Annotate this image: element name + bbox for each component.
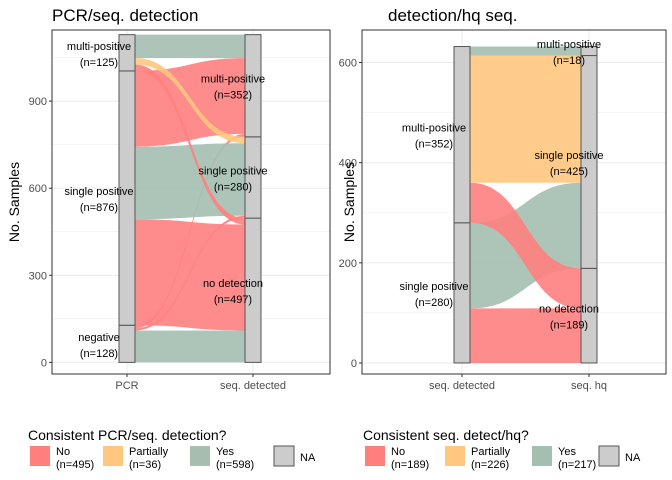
legend-swatch-yes	[190, 446, 210, 466]
legend-swatch-na	[598, 445, 620, 467]
y-tick-label: 0	[351, 358, 357, 370]
legend-count: (n=226)	[471, 459, 509, 471]
legend-swatch-yes	[532, 446, 552, 466]
flow-no	[470, 182, 581, 309]
y-axis-label: No. Samples	[341, 162, 357, 242]
legend-swatch-na	[273, 445, 295, 467]
flow-no	[470, 308, 581, 363]
flow-yes	[470, 46, 581, 56]
stratum-label: no detection	[203, 278, 263, 290]
stratum-label: multi-positive	[201, 74, 265, 86]
legend-label: Partially	[471, 446, 511, 458]
stratum-count: (n=128)	[80, 348, 118, 360]
stratum-count: (n=352)	[415, 139, 453, 151]
stratum-bar	[453, 46, 471, 224]
flow-partially	[470, 55, 581, 183]
legend-count: (n=495)	[56, 459, 94, 471]
stratum-label: single positive	[534, 150, 603, 162]
chart-title: detection/hq seq.	[388, 6, 517, 25]
panel-border	[51, 29, 331, 375]
flow-no	[135, 64, 245, 225]
stratum-count: (n=18)	[553, 55, 585, 67]
legend-label: NA	[300, 452, 316, 464]
flow-no	[135, 219, 245, 331]
legend-label: No	[391, 446, 405, 458]
stratum-label: multi-positive	[67, 41, 131, 53]
stratum-count: (n=876)	[80, 202, 118, 214]
legend-label: NA	[625, 452, 641, 464]
stratum-label: single positive	[198, 165, 267, 177]
legend-swatch-no	[365, 446, 385, 466]
legend-label: Yes	[558, 446, 576, 458]
legend-label: Yes	[216, 446, 234, 458]
flow-yes	[135, 34, 245, 59]
y-tick-label: 0	[41, 357, 47, 369]
legend: Consistent seq. detect/hq? No(n=189) Parti…	[363, 427, 641, 471]
stratum-count: (n=280)	[214, 181, 252, 193]
stratum-label: single positive	[399, 281, 468, 293]
stratum-bar	[244, 34, 262, 138]
x-tick-label: PCR	[115, 380, 138, 392]
x-tick-label: seq. hq	[571, 380, 607, 392]
y-tick-label: 400	[339, 158, 357, 170]
y-tick-label: 200	[339, 258, 357, 270]
legend-count: (n=189)	[391, 459, 429, 471]
legend-label: No	[56, 446, 70, 458]
legend-count: (n=217)	[558, 459, 596, 471]
stratum-label: negative	[78, 332, 120, 344]
stratum-count: (n=125)	[80, 57, 118, 69]
stratum-count: (n=189)	[550, 320, 588, 332]
legend: Consistent PCR/seq. detection? No(n=495) P…	[28, 427, 316, 471]
panel-border	[361, 29, 667, 375]
y-tick-label: 300	[29, 270, 47, 282]
flow-yes	[135, 143, 245, 220]
stratum-bar	[580, 46, 598, 57]
y-tick-label: 600	[339, 58, 357, 70]
stratum-count: (n=425)	[550, 166, 588, 178]
legend-swatch-no	[30, 446, 50, 466]
flow-yes	[135, 330, 245, 363]
x-tick-label: seq. detected	[220, 380, 286, 392]
legend-swatch-partially	[445, 446, 465, 466]
flow-partially	[135, 58, 245, 144]
chart-panel-1: negative (n=128) single positive (n=876) mul…	[6, 6, 331, 471]
stratum-label: multi-positive	[537, 39, 601, 51]
legend-count: (n=598)	[216, 459, 254, 471]
legend-title: Consistent seq. detect/hq?	[363, 427, 529, 443]
y-tick-label: 900	[29, 96, 47, 108]
stratum-bar	[118, 324, 136, 363]
legend-swatch-partially	[103, 446, 123, 466]
chart-panel-2: single positive (n=280) multi-positive (n=3…	[339, 6, 667, 471]
stratum-count: (n=497)	[214, 294, 252, 306]
legend-count: (n=36)	[129, 459, 161, 471]
stratum-label: no detection	[539, 304, 599, 316]
stratum-count: (n=352)	[214, 90, 252, 102]
stratum-label: multi-positive	[402, 123, 466, 135]
legend-label: Partially	[129, 446, 169, 458]
stratum-bar	[118, 34, 136, 72]
stratum-count: (n=280)	[415, 297, 453, 309]
legend-title: Consistent PCR/seq. detection?	[28, 427, 227, 443]
x-tick-label: seq. detected	[429, 380, 495, 392]
chart-title: PCR/seq. detection	[52, 6, 198, 25]
y-tick-label: 600	[29, 183, 47, 195]
stratum-label: single positive	[64, 186, 133, 198]
y-axis-label: No. Samples	[6, 162, 22, 242]
